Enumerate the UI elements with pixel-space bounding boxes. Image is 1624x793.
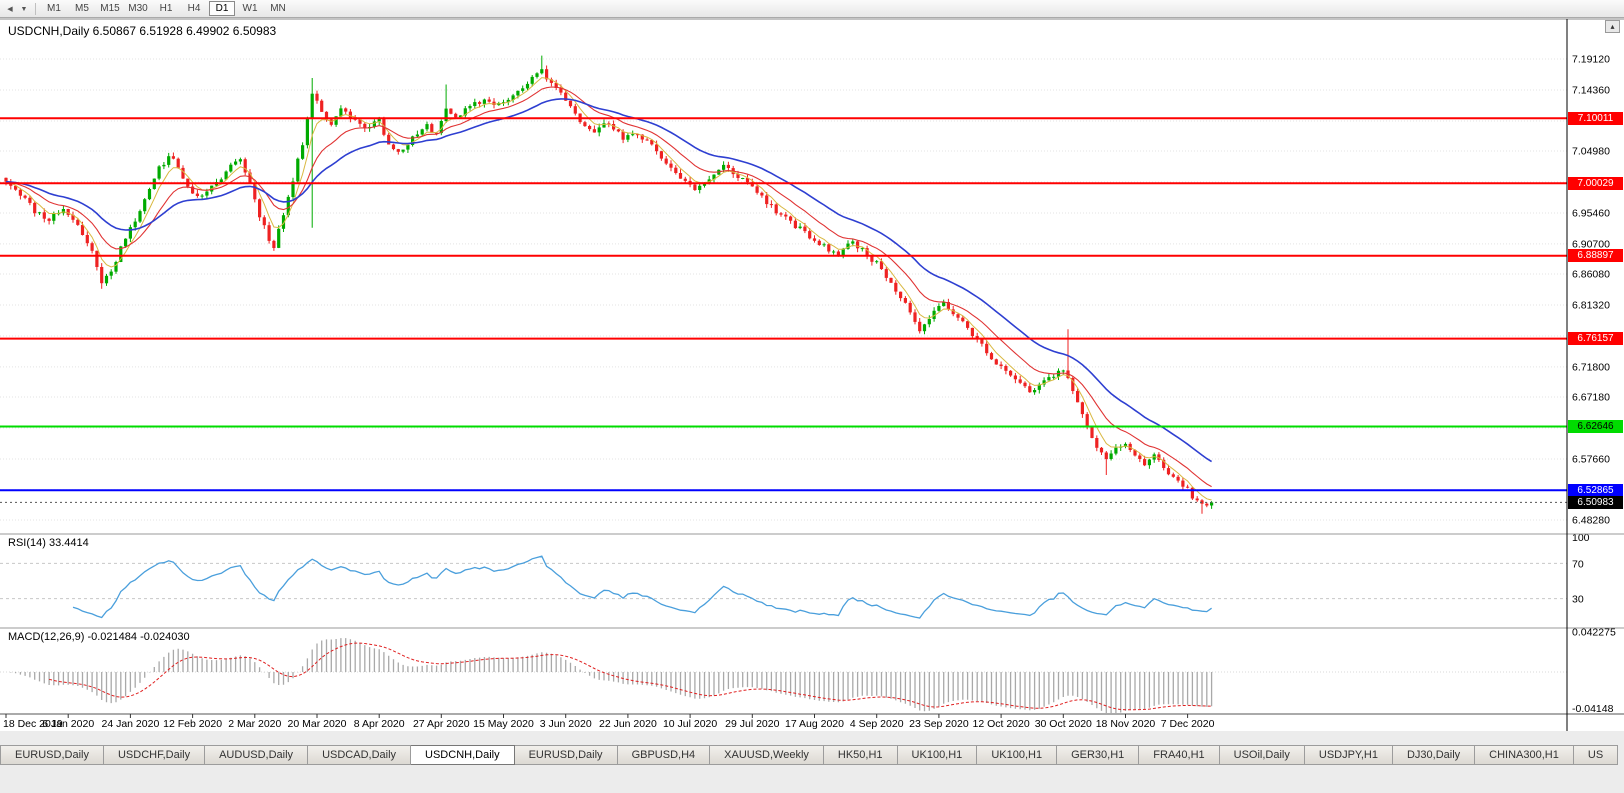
ma-mid-line xyxy=(5,86,1212,488)
chart-tab-usdjpy-h1[interactable]: USDJPY,H1 xyxy=(1304,745,1393,765)
chart-tab-eurusd-daily[interactable]: EURUSD,Daily xyxy=(514,745,618,765)
price-level-badge: 6.52865 xyxy=(1568,484,1623,497)
svg-text:6.67180: 6.67180 xyxy=(1572,392,1610,404)
chart-tab-xauusd-weekly[interactable]: XAUUSD,Weekly xyxy=(710,745,824,765)
dropdown-icon[interactable]: ▼ xyxy=(20,6,28,13)
current-price-badge: 6.50983 xyxy=(1568,496,1623,509)
chart-tab-ger30-h1[interactable]: GER30,H1 xyxy=(1057,745,1140,765)
svg-text:30: 30 xyxy=(1572,594,1584,606)
chart-tab-us[interactable]: US xyxy=(1573,745,1619,765)
svg-text:20 Mar 2020: 20 Mar 2020 xyxy=(288,718,347,730)
svg-text:4 Sep 2020: 4 Sep 2020 xyxy=(850,718,904,730)
svg-text:7.19120: 7.19120 xyxy=(1572,54,1610,66)
svg-text:15 May 2020: 15 May 2020 xyxy=(473,718,534,730)
macd-signal-line xyxy=(48,642,1212,711)
svg-text:-0.04148: -0.04148 xyxy=(1572,703,1614,715)
toolbar-separator xyxy=(35,2,36,15)
timeframe-m1-button[interactable]: M1 xyxy=(47,3,61,14)
svg-text:17 Aug 2020: 17 Aug 2020 xyxy=(785,718,844,730)
rsi-panel: 100 70 30 xyxy=(0,532,1590,619)
price-axis[interactable]: 7.10011 7.00029 6.88897 6.76157 6.62646 6.528… xyxy=(1567,18,1624,731)
svg-text:6 Jan 2020: 6 Jan 2020 xyxy=(42,718,94,730)
svg-text:2 Mar 2020: 2 Mar 2020 xyxy=(228,718,281,730)
price-axis-labels: 7.19120 7.14360 7.04980 6.95460 6.90700 6.860… xyxy=(1572,54,1610,527)
panel-borders xyxy=(0,18,1624,731)
svg-text:70: 70 xyxy=(1572,558,1584,570)
svg-text:6.71800: 6.71800 xyxy=(1572,361,1610,373)
chart-tab-usdchf-daily[interactable]: USDCHF,Daily xyxy=(103,745,206,765)
rsi-indicator-label: RSI(14) 33.4414 xyxy=(8,537,89,549)
status-bar xyxy=(0,766,1624,793)
chart-canvas[interactable]: 100 70 30 0.042275 -0.04148 7.19120 7.14360 7.0… xyxy=(0,18,1624,731)
price-level-badge: 6.76157 xyxy=(1568,332,1623,345)
svg-text:100: 100 xyxy=(1572,532,1590,544)
timeframe-m5-button[interactable]: M5 xyxy=(75,3,89,14)
timeframe-mn-button[interactable]: MN xyxy=(270,3,286,14)
svg-text:12 Oct 2020: 12 Oct 2020 xyxy=(972,718,1029,730)
chart-tab-usdcad-daily[interactable]: USDCAD,Daily xyxy=(308,745,412,765)
chart-tab-eurusd-daily[interactable]: EURUSD,Daily xyxy=(0,745,104,765)
chart-tab-bar: EURUSD,Daily USDCHF,Daily AUDUSD,Daily USDC… xyxy=(0,745,1624,766)
timeframe-toolbar: ◀ ▼ M1 M5 M15 M30 H1 H4 D1 W1 MN xyxy=(0,0,1624,18)
price-level-badge: 7.00029 xyxy=(1568,177,1623,190)
svg-text:27 Apr 2020: 27 Apr 2020 xyxy=(413,718,470,730)
svg-text:18 Dec 2019: 18 Dec 2019 xyxy=(3,718,63,730)
chart-tab-hk50-h1[interactable]: HK50,H1 xyxy=(823,745,898,765)
svg-text:6.90700: 6.90700 xyxy=(1572,238,1610,250)
svg-text:22 Jun 2020: 22 Jun 2020 xyxy=(599,718,657,730)
timeframe-h1-button[interactable]: H1 xyxy=(159,3,173,14)
svg-text:18 Nov 2020: 18 Nov 2020 xyxy=(1096,718,1156,730)
moving-averages xyxy=(5,77,1213,501)
price-level-badge: 6.62646 xyxy=(1568,420,1623,433)
time-axis[interactable] xyxy=(0,714,1567,731)
svg-text:7 Dec 2020: 7 Dec 2020 xyxy=(1161,718,1215,730)
timeframe-d1-button[interactable]: D1 xyxy=(209,1,235,16)
price-level-badge: 6.88897 xyxy=(1568,249,1623,262)
chart-tab-uk100-h1[interactable]: UK100,H1 xyxy=(977,745,1058,765)
svg-text:24 Jan 2020: 24 Jan 2020 xyxy=(101,718,159,730)
price-level-badge: 7.10011 xyxy=(1568,112,1623,125)
svg-text:7.14360: 7.14360 xyxy=(1572,84,1610,96)
scroll-left-icon[interactable]: ◀ xyxy=(7,6,13,13)
chart-tab-dj30-daily[interactable]: DJ30,Daily xyxy=(1392,745,1476,765)
svg-text:29 Jul 2020: 29 Jul 2020 xyxy=(725,718,779,730)
svg-text:0.042275: 0.042275 xyxy=(1572,627,1616,639)
svg-text:6.57660: 6.57660 xyxy=(1572,453,1610,465)
timeframe-m15-button[interactable]: M15 xyxy=(100,3,120,14)
chart-tab-gbpusd-h4[interactable]: GBPUSD,H4 xyxy=(617,745,711,765)
chart-tab-china300-h1[interactable]: CHINA300,H1 xyxy=(1475,745,1574,765)
chart-window: 100 70 30 0.042275 -0.04148 7.19120 7.14360 7.0… xyxy=(0,18,1624,731)
svg-text:7.04980: 7.04980 xyxy=(1572,146,1610,158)
chart-tab-uk100-h1[interactable]: UK100,H1 xyxy=(897,745,978,765)
macd-panel: 0.042275 -0.04148 xyxy=(0,627,1616,715)
svg-text:6.48280: 6.48280 xyxy=(1572,514,1610,526)
svg-text:12 Feb 2020: 12 Feb 2020 xyxy=(163,718,222,730)
svg-text:30 Oct 2020: 30 Oct 2020 xyxy=(1035,718,1092,730)
chart-tab-usdcnh-daily[interactable]: USDCNH,Daily xyxy=(411,745,515,765)
svg-text:6.95460: 6.95460 xyxy=(1572,207,1610,219)
macd-histogram xyxy=(10,638,1213,713)
svg-text:6.86080: 6.86080 xyxy=(1572,269,1610,281)
level-lines[interactable] xyxy=(0,117,1567,503)
svg-text:23 Sep 2020: 23 Sep 2020 xyxy=(909,718,969,730)
rsi-line xyxy=(72,555,1212,619)
svg-text:6.81320: 6.81320 xyxy=(1572,299,1610,311)
chart-title: USDCNH,Daily 6.50867 6.51928 6.49902 6.5… xyxy=(8,24,277,38)
timeframe-h4-button[interactable]: H4 xyxy=(187,3,201,14)
macd-indicator-label: MACD(12,26,9) -0.021484 -0.024030 xyxy=(8,631,190,643)
ma-slow-line xyxy=(5,98,1213,463)
svg-text:3 Jun 2020: 3 Jun 2020 xyxy=(540,718,592,730)
chart-tab-usoil-daily[interactable]: USOil,Daily xyxy=(1219,745,1305,765)
timeframe-m30-button[interactable]: M30 xyxy=(128,3,148,14)
scroll-up-icon[interactable]: ▴ xyxy=(1605,20,1620,33)
chart-tab-fra40-h1[interactable]: FRA40,H1 xyxy=(1139,745,1220,765)
svg-text:10 Jul 2020: 10 Jul 2020 xyxy=(663,718,717,730)
svg-text:8 Apr 2020: 8 Apr 2020 xyxy=(354,718,405,730)
chart-tab-audusd-daily[interactable]: AUDUSD,Daily xyxy=(205,745,309,765)
timeframe-w1-button[interactable]: W1 xyxy=(242,3,258,14)
